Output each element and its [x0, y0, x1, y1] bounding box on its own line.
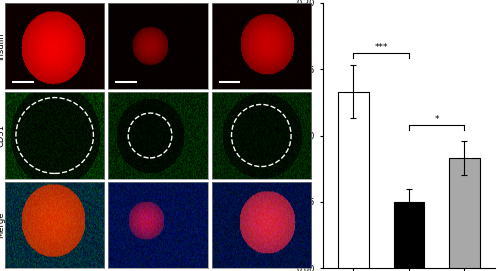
Title: STZ: STZ	[150, 0, 166, 2]
Bar	[449, 158, 480, 268]
Bar	[338, 92, 368, 268]
Text: *: *	[434, 115, 439, 124]
Title: Control: Control	[38, 0, 71, 2]
Y-axis label: Insulin: Insulin	[0, 32, 6, 60]
Y-axis label: CD31: CD31	[0, 124, 6, 147]
Title: STZ+Exo: STZ+Exo	[241, 0, 282, 2]
Text: ***: ***	[374, 43, 388, 52]
Text: B: B	[323, 0, 332, 2]
Y-axis label: Merge: Merge	[0, 212, 6, 238]
Bar	[394, 202, 424, 268]
Y-axis label: CD31 density ratio: CD31 density ratio	[284, 93, 294, 178]
